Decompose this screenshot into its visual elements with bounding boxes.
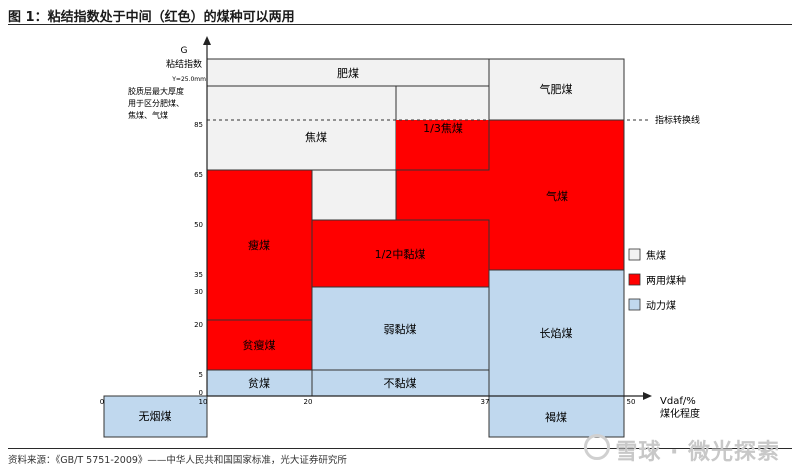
y-axis-note-value: Y=25.0mm [171,76,206,83]
title-rule [8,24,792,25]
region-qimei-right [489,120,624,270]
region-wuyanmei [103,395,208,438]
label-wuyanmei: 无烟煤 [139,409,172,423]
y-axis-name: 粘结指数 [166,58,202,70]
x-axis-arrow [643,392,652,400]
label-half-zhongnianmei: 1/2中黏煤 [375,247,426,261]
x-axis-name-line1: Vdaf/% [660,396,696,407]
legend-swatch-thermal [628,298,641,311]
label-qifeimei: 气肥煤 [540,82,573,96]
y-axis-note-line1: 胶质层最大厚度 [128,86,184,96]
region-shoumei [206,169,313,321]
watermark: 雪球 · 微光探索 [615,440,780,465]
legend-label-coking: 焦煤 [646,249,666,262]
label-pinshoumei: 贫瘦煤 [243,338,276,352]
x-tick-20: 20 [304,398,313,406]
y-axis-note-line2: 用于区分肥煤、 [128,98,184,108]
y-tick-65: 65 [194,171,203,179]
y-tick-5: 5 [199,371,203,379]
legend-label-thermal: 动力煤 [646,299,676,312]
region-ruonianmei [311,286,490,371]
x-tick-0: 0 [100,398,104,406]
y-tick-0: 0 [199,389,203,397]
legend: 焦煤 两用煤种 动力煤 [628,248,686,312]
label-changyanmei: 长焰煤 [540,326,573,340]
y-tick-35: 35 [194,271,203,279]
label-shoumei: 瘦煤 [248,238,270,252]
label-one-third-jiaomei: 1/3焦煤 [423,122,463,135]
source-note: 资料来源：《GB/T 5751-2009》——中华人民共和国国家标准，光大证券研… [8,455,347,466]
label-qimei: 气煤 [546,189,568,203]
label-ruonianmei: 弱黏煤 [384,322,417,336]
y-axis-arrow [203,36,211,45]
region-jiaomei-upper [206,85,397,171]
x-axis-name-line2: 煤化程度 [660,407,700,420]
y-axis-note-line3: 焦煤、气煤 [128,110,168,120]
label-pinmei: 贫煤 [248,376,270,390]
label-index-conversion: 指标转换线 [655,114,700,126]
region-jiaomei-lower [311,169,397,221]
region-hemei [488,395,625,438]
figure-title: 图 1：粘结指数处于中间（红色）的煤种可以两用 [8,10,295,25]
x-tick-37: 37 [481,398,490,406]
watermark-logo-icon [584,434,610,460]
region-half-zhongnianmei [311,219,490,288]
x-tick-10: 10 [199,398,208,406]
region-bunianmei [311,369,490,397]
region-pinmei [206,369,313,397]
label-bunianmei: 不黏煤 [384,376,417,390]
y-tick-85: 85 [194,121,203,129]
y-tick-50: 50 [194,221,203,229]
y-tick-20: 20 [194,321,203,329]
legend-swatch-dual-use [628,273,641,286]
region-changyanmei [488,269,625,397]
legend-label-dual-use: 两用煤种 [646,274,686,287]
label-feimei: 肥煤 [337,67,359,80]
legend-swatch-coking [628,248,641,261]
y-tick-30: 30 [194,288,203,296]
x-tick-50: 50 [627,398,636,406]
label-jiaomei: 焦煤 [305,131,327,144]
y-axis-letter: G [181,46,188,56]
region-qifeimei [488,58,625,121]
label-hemei: 褐煤 [545,410,567,424]
footer-rule [8,448,792,449]
